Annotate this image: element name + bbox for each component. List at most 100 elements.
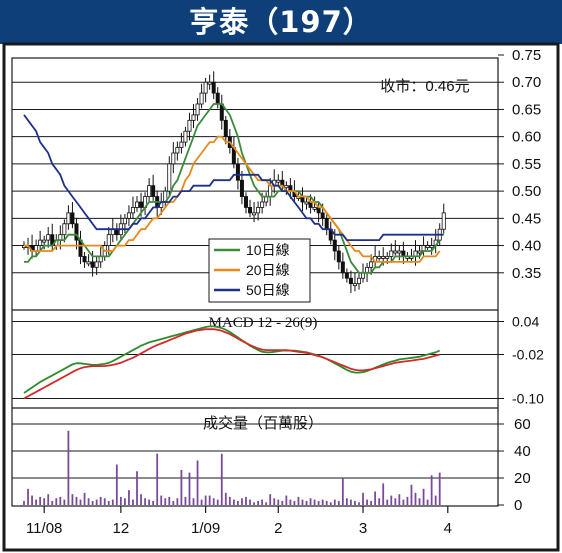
candle-body (223, 119, 228, 138)
candle-body (248, 207, 253, 214)
outer-frame (2, 42, 560, 552)
candle-body (344, 272, 349, 279)
candle-body (90, 261, 95, 268)
macd-y-ticks: 0.04 -0.02 -0.10 (498, 314, 544, 407)
candle-body (260, 201, 265, 208)
candle-body (70, 212, 75, 225)
candle-body (276, 179, 281, 183)
candle-body (348, 277, 353, 285)
candle-body (86, 261, 91, 265)
candle-body (151, 185, 156, 197)
candle-body (62, 223, 67, 236)
close-price-annotation: 收市：0.46元 (380, 78, 469, 95)
candle-body (389, 250, 394, 257)
ma-line (23, 114, 444, 242)
legend-label-50d: 50日線 (246, 282, 290, 298)
candle-body (199, 92, 204, 105)
candle-body (42, 239, 47, 243)
candle-body (332, 239, 337, 252)
volume-gridlines (12, 423, 498, 479)
candle-body (425, 245, 430, 248)
x-tick-label: 11/08 (26, 520, 62, 537)
candle-body (167, 163, 172, 192)
candle-body (207, 81, 212, 85)
candle-body (393, 250, 398, 254)
moving-average-lines (23, 103, 444, 274)
candle-body (171, 152, 176, 165)
candlesticks (21, 71, 446, 293)
plot-frame (11, 57, 499, 507)
macd-tick-label: 0.04 (512, 314, 539, 330)
candle-body (377, 256, 382, 259)
legend-label-10d: 10日線 (246, 242, 290, 258)
volume-tick-label: 40 (514, 443, 531, 460)
price-tick-label: 0.50 (512, 183, 541, 200)
legend-label-20d: 20日線 (246, 262, 290, 278)
candle-body (130, 207, 135, 214)
macd-series-line (23, 325, 441, 394)
candle-body (179, 141, 184, 148)
candle-body (324, 217, 329, 230)
candle-body (369, 261, 374, 268)
candle-body (397, 250, 402, 254)
candle-body (187, 119, 192, 132)
candle-body (381, 256, 386, 259)
candle-body (312, 207, 317, 210)
price-tick-label: 0.65 (512, 101, 541, 118)
x-tick-label: 2 (274, 520, 282, 537)
price-tick-label: 0.40 (512, 238, 541, 255)
ma-line (24, 135, 441, 263)
candle-body (175, 147, 180, 154)
candle-body (352, 283, 357, 287)
ma-line (24, 103, 441, 274)
candle-body (284, 185, 289, 189)
candle-body (94, 261, 99, 268)
price-tick-label: 0.35 (512, 265, 541, 282)
candle-body (417, 250, 422, 254)
candle-body (82, 256, 87, 263)
price-tick-label: 0.60 (512, 129, 541, 146)
x-tick-label: 1/09 (191, 520, 220, 537)
candle-body (256, 207, 261, 214)
candle-body (135, 201, 140, 208)
candle-body (340, 261, 345, 274)
candle-body (385, 256, 390, 259)
x-axis-ticks: 11/08 12 1/09 2 3 4 (26, 506, 452, 537)
candle-body (252, 212, 257, 216)
candle-body (215, 92, 220, 105)
candle-body (441, 212, 446, 230)
volume-y-ticks: 60 40 20 0 (498, 416, 531, 514)
price-tick-label: 0.55 (512, 156, 541, 173)
candle-body (356, 277, 361, 285)
candle-body (211, 81, 216, 94)
candle-body (183, 130, 188, 143)
candle-body (304, 201, 309, 205)
volume-bars (23, 430, 441, 505)
x-tick-label: 3 (359, 520, 367, 537)
price-tick-label: 0.45 (512, 210, 541, 227)
candle-body (203, 81, 208, 94)
candle-body (195, 103, 200, 116)
candle-body (235, 163, 240, 181)
candle-body (74, 223, 79, 241)
candle-body (336, 250, 341, 263)
stock-title: 亨泰（197） (189, 5, 373, 39)
price-y-ticks: 0.75 0.70 0.65 0.60 0.55 0.50 0.45 0.40 0.35 (498, 47, 541, 282)
candle-body (139, 201, 144, 208)
volume-title: 成交量（百萬股） (203, 414, 323, 432)
candle-body (243, 196, 248, 208)
candle-body (122, 217, 127, 225)
candle-body (106, 234, 111, 246)
macd-series-line (23, 328, 440, 400)
x-tick-label: 4 (444, 520, 452, 537)
price-tick-label: 0.75 (512, 47, 541, 64)
candle-body (46, 234, 51, 241)
macd-tick-label: -0.10 (512, 391, 544, 407)
macd-tick-label: -0.02 (512, 347, 544, 363)
candle-body (38, 239, 43, 246)
price-tick-label: 0.70 (512, 74, 541, 91)
macd-gridlines (12, 321, 498, 399)
candle-body (268, 185, 273, 197)
macd-title: MACD 12 - 26(9) (209, 315, 318, 331)
